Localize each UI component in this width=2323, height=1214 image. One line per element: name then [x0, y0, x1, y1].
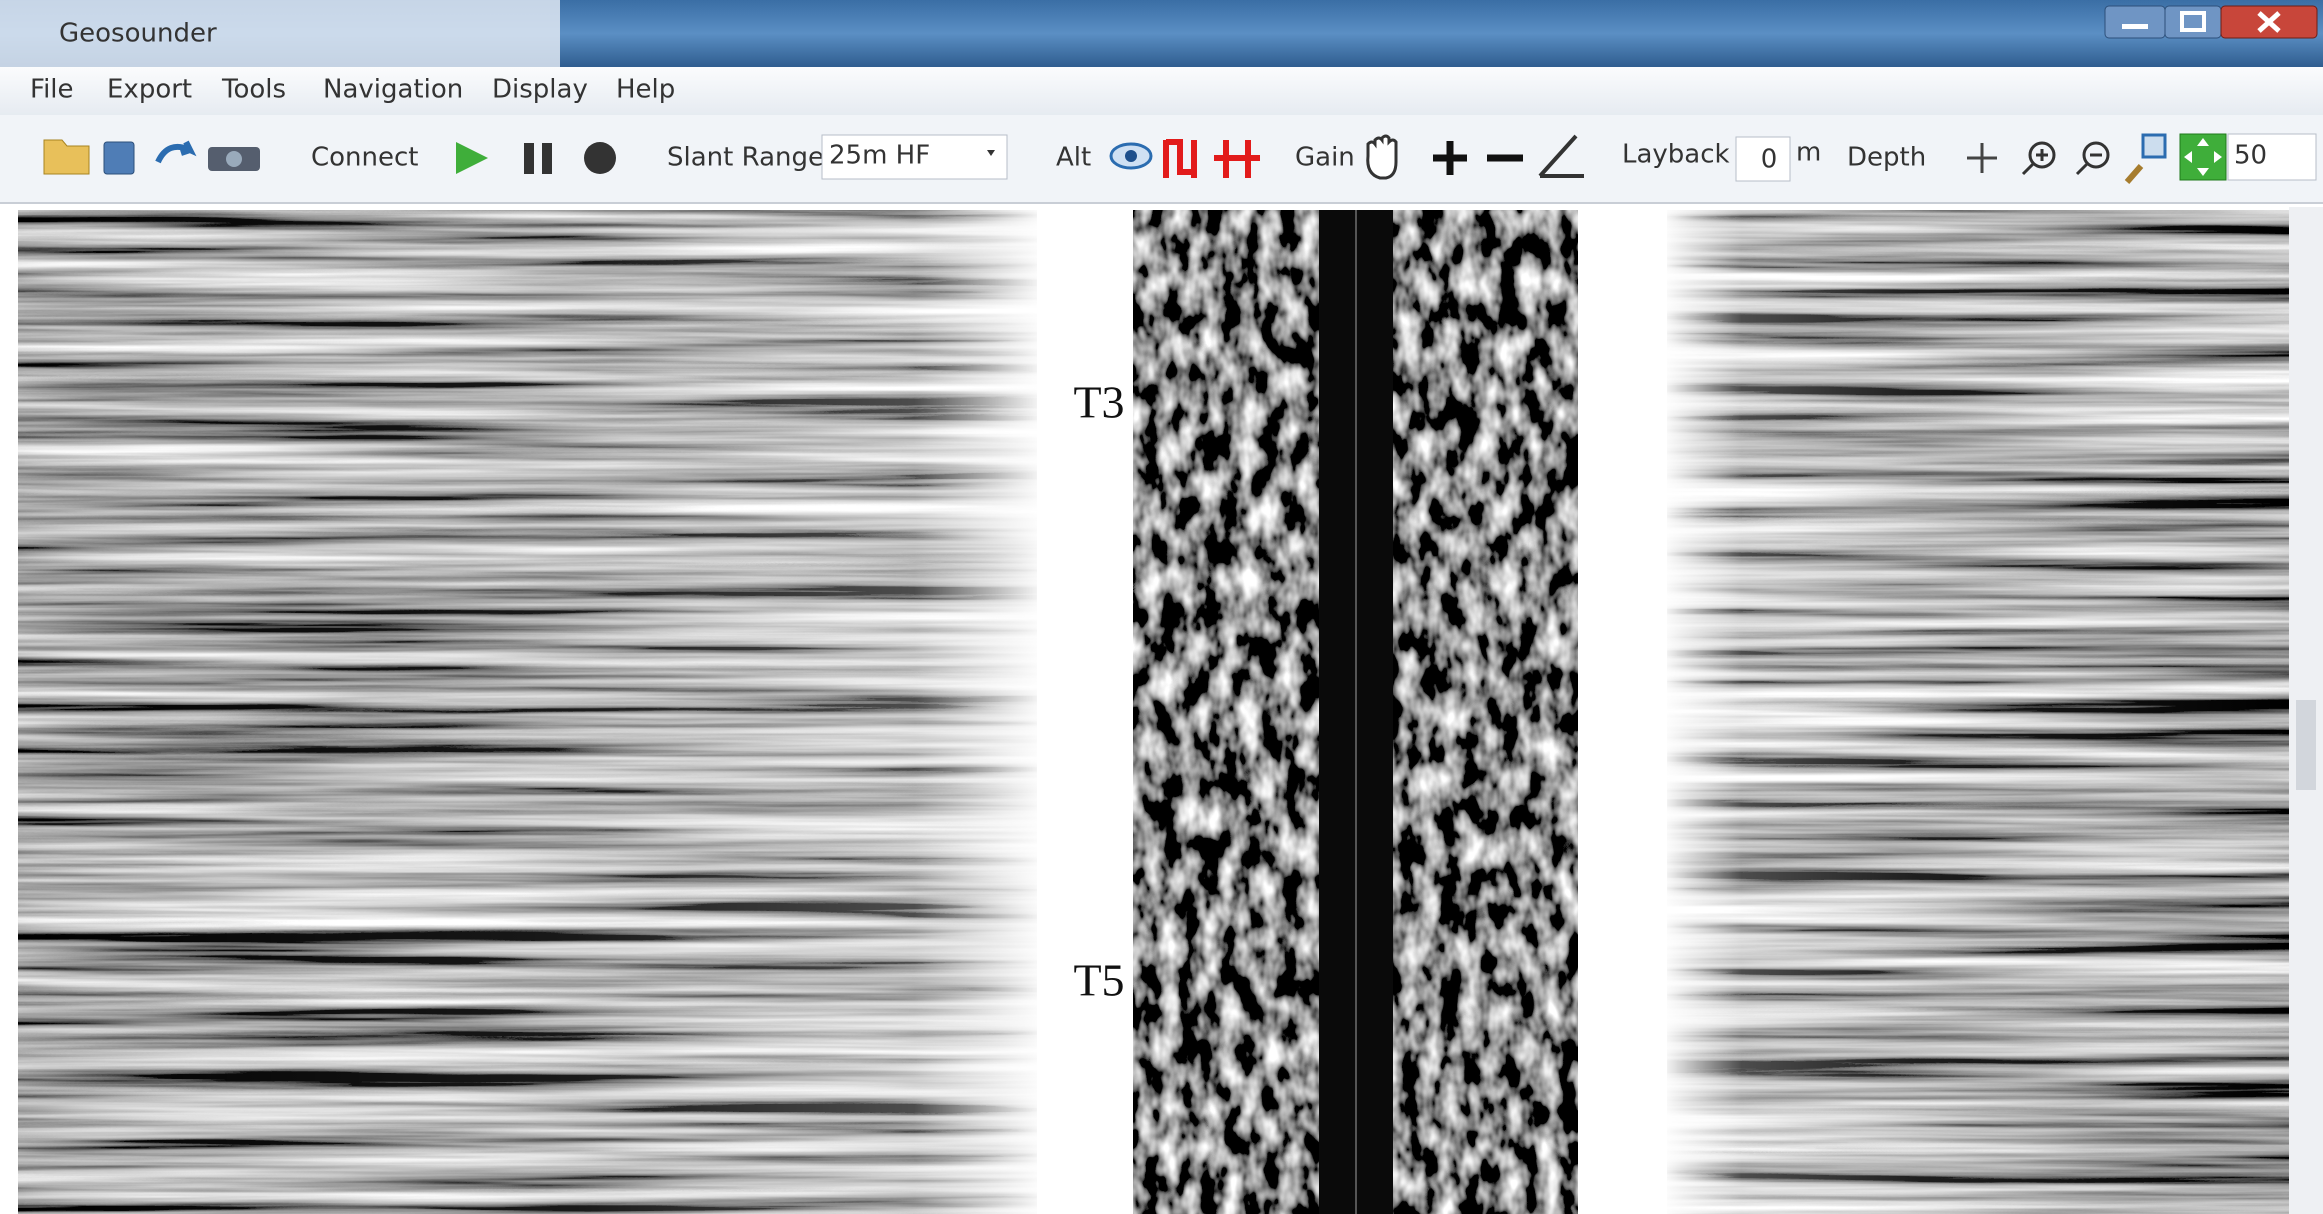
alt-label: Alt: [1056, 143, 1091, 173]
menu: File Export Tools Navigation Display Help: [30, 75, 675, 105]
record-button[interactable]: [584, 142, 616, 174]
zoom-out-button[interactable]: [2082, 141, 2110, 169]
scroll-thumb[interactable]: [2296, 700, 2316, 790]
angle-button[interactable]: [1538, 134, 1584, 178]
altitude-button[interactable]: [1163, 139, 1197, 178]
pause-bar: [542, 143, 552, 174]
play-button[interactable]: [456, 142, 488, 174]
zoom-out-glyph: [2075, 153, 2102, 176]
save-button[interactable]: [103, 141, 135, 175]
target-label: T3: [1073, 377, 1124, 428]
slant-range-dropdown[interactable]: [821, 134, 1008, 180]
layback-label: Layback: [1622, 140, 1730, 170]
menu-item[interactable]: Tools: [221, 75, 286, 105]
port-fade: [18, 210, 1037, 1214]
connect-button[interactable]: Connect: [311, 143, 419, 173]
menu-item[interactable]: File: [30, 75, 74, 105]
bottom-track-button[interactable]: [1214, 140, 1260, 178]
menu-item[interactable]: Navigation: [323, 75, 463, 105]
port-near-channel: [1133, 210, 1319, 1214]
target-label: T5: [1073, 955, 1124, 1006]
port-edge: [1037, 210, 1089, 1204]
sonar-view: [0, 207, 2323, 1214]
zoom-value: 50: [2234, 141, 2267, 171]
starboard-fade: [1667, 210, 2289, 1214]
depth-label: Depth: [1847, 143, 1926, 173]
toolbar: [0, 115, 2323, 203]
zoom-input[interactable]: [2227, 133, 2317, 181]
open-button[interactable]: [43, 139, 90, 175]
gain-label: Gain: [1295, 143, 1355, 173]
menu-item[interactable]: Export: [107, 75, 192, 105]
menu-item[interactable]: Display: [492, 75, 588, 105]
maximize-button[interactable]: [2164, 5, 2222, 39]
minimize-icon: [2122, 24, 2148, 29]
layback-unit: m: [1796, 138, 1821, 168]
starboard-near-channel: [1393, 210, 1578, 1214]
file-buttons: [43, 139, 260, 175]
zoom-box-button[interactable]: [2124, 164, 2144, 184]
minimize-button[interactable]: [2104, 5, 2166, 39]
slant-range-value: 25m HF: [829, 141, 930, 171]
eye-pupil: [1125, 150, 1137, 162]
camera-lens: [226, 151, 242, 167]
gain-up-button[interactable]: [1433, 141, 1467, 175]
layback-value: 0: [1761, 145, 1778, 175]
menu-item[interactable]: Help: [616, 75, 675, 105]
zoom-in-glyph: [2021, 149, 2048, 176]
title-bar-glass: [0, 0, 560, 67]
undo-button[interactable]: [155, 140, 197, 164]
slant-range-label: Slant Range: [667, 143, 824, 173]
window-title: Geosounder: [59, 19, 217, 49]
pan-button[interactable]: [1366, 134, 1398, 180]
fit-arrows: [2184, 138, 2222, 176]
close-icon: [2257, 11, 2281, 33]
zoom-in-button[interactable]: [2028, 141, 2056, 169]
dropdown-arrow: [987, 150, 995, 156]
maximize-icon: [2180, 11, 2206, 32]
zoom-box-icon: [2141, 133, 2167, 159]
window-controls: [2104, 5, 2318, 39]
add-marker-button[interactable]: [1967, 143, 1997, 173]
menu-bar: [0, 67, 2323, 115]
pause-button[interactable]: [524, 143, 534, 174]
layback-input[interactable]: [1735, 136, 1791, 182]
